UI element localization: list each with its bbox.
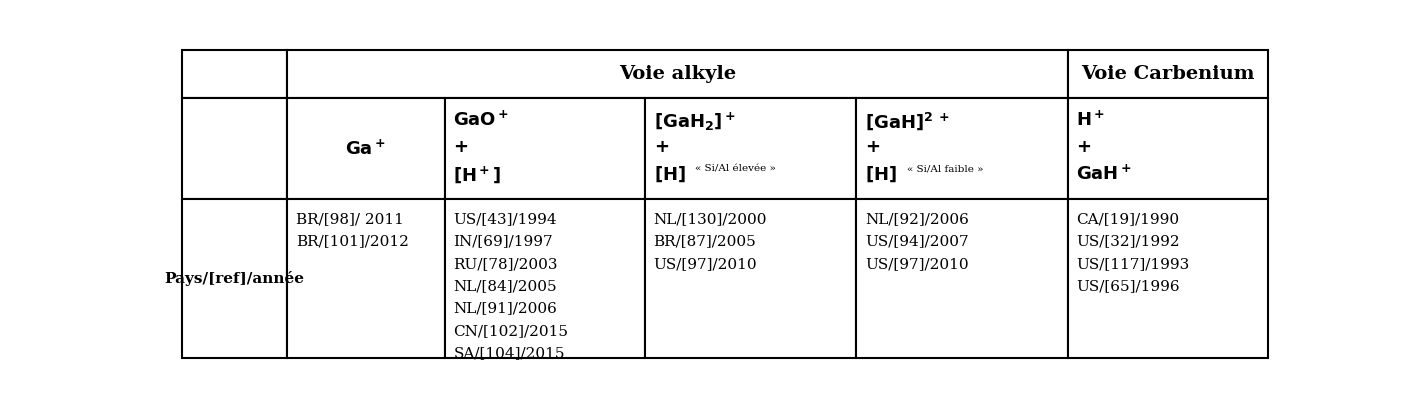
Bar: [856, 200, 1068, 358]
Bar: [1068, 98, 1267, 200]
Bar: [1068, 50, 1267, 98]
Text: $\mathbf{H^+}$: $\mathbf{H^+}$: [1077, 110, 1105, 130]
Bar: [645, 98, 856, 200]
Text: $\mathbf{[H]}$: $\mathbf{[H]}$: [865, 165, 897, 184]
Text: $\mathbf{GaO^+}$: $\mathbf{GaO^+}$: [453, 110, 509, 130]
Text: $\mathbf{Ga^+}$: $\mathbf{Ga^+}$: [346, 139, 387, 158]
Bar: [1068, 200, 1267, 358]
Text: US/[94]/2007: US/[94]/2007: [865, 234, 968, 248]
Bar: [856, 98, 1068, 200]
Bar: [645, 200, 856, 358]
Text: $\mathbf{[GaH_2]^+}$: $\mathbf{[GaH_2]^+}$: [653, 110, 735, 133]
Text: US/[117]/1993: US/[117]/1993: [1077, 257, 1189, 271]
Text: IN/[69]/1997: IN/[69]/1997: [453, 234, 553, 248]
Text: CN/[102]/2015: CN/[102]/2015: [453, 324, 569, 338]
Text: $\mathbf{+}$: $\mathbf{+}$: [865, 138, 880, 156]
Bar: [182, 200, 286, 358]
Text: « Si/Al faible »: « Si/Al faible »: [906, 165, 983, 174]
Text: BR/[87]/2005: BR/[87]/2005: [653, 234, 756, 248]
Text: NL/[84]/2005: NL/[84]/2005: [453, 279, 557, 293]
Text: BR/[98]/ 2011: BR/[98]/ 2011: [296, 212, 404, 226]
Text: US/[97]/2010: US/[97]/2010: [865, 257, 968, 271]
Bar: [286, 200, 444, 358]
Text: Voie Carbenium: Voie Carbenium: [1081, 65, 1254, 83]
Text: $\mathbf{+}$: $\mathbf{+}$: [1077, 138, 1092, 156]
Bar: [444, 200, 645, 358]
Bar: [182, 50, 286, 98]
Text: US/[43]/1994: US/[43]/1994: [453, 212, 557, 226]
Text: SA/[104]/2015: SA/[104]/2015: [453, 346, 564, 360]
Bar: [182, 98, 286, 200]
Text: $\mathbf{[H]}$: $\mathbf{[H]}$: [653, 165, 686, 184]
Bar: [286, 50, 1068, 98]
Text: RU/[78]/2003: RU/[78]/2003: [453, 257, 557, 271]
Text: BR/[101]/2012: BR/[101]/2012: [296, 234, 409, 248]
Text: $\mathbf{[H^+]}$: $\mathbf{[H^+]}$: [453, 165, 501, 185]
Text: US/[32]/1992: US/[32]/1992: [1077, 234, 1180, 248]
Text: US/[65]/1996: US/[65]/1996: [1077, 279, 1180, 293]
Text: $\mathbf{[GaH]^{2\ +}}$: $\mathbf{[GaH]^{2\ +}}$: [865, 110, 950, 132]
Text: $\mathbf{+}$: $\mathbf{+}$: [453, 138, 468, 156]
Text: Voie alkyle: Voie alkyle: [619, 65, 737, 83]
Bar: [286, 98, 444, 200]
Text: Pays/[ref]/année: Pays/[ref]/année: [165, 271, 305, 286]
Text: « Si/Al élevée »: « Si/Al élevée »: [696, 165, 776, 174]
Bar: [444, 98, 645, 200]
Text: CA/[19]/1990: CA/[19]/1990: [1077, 212, 1180, 226]
Text: $\mathbf{GaH^+}$: $\mathbf{GaH^+}$: [1077, 165, 1132, 184]
Text: NL/[91]/2006: NL/[91]/2006: [453, 301, 557, 316]
Text: US/[97]/2010: US/[97]/2010: [653, 257, 758, 271]
Text: NL/[130]/2000: NL/[130]/2000: [653, 212, 768, 226]
Text: NL/[92]/2006: NL/[92]/2006: [865, 212, 969, 226]
Text: $\mathbf{+}$: $\mathbf{+}$: [653, 138, 669, 156]
